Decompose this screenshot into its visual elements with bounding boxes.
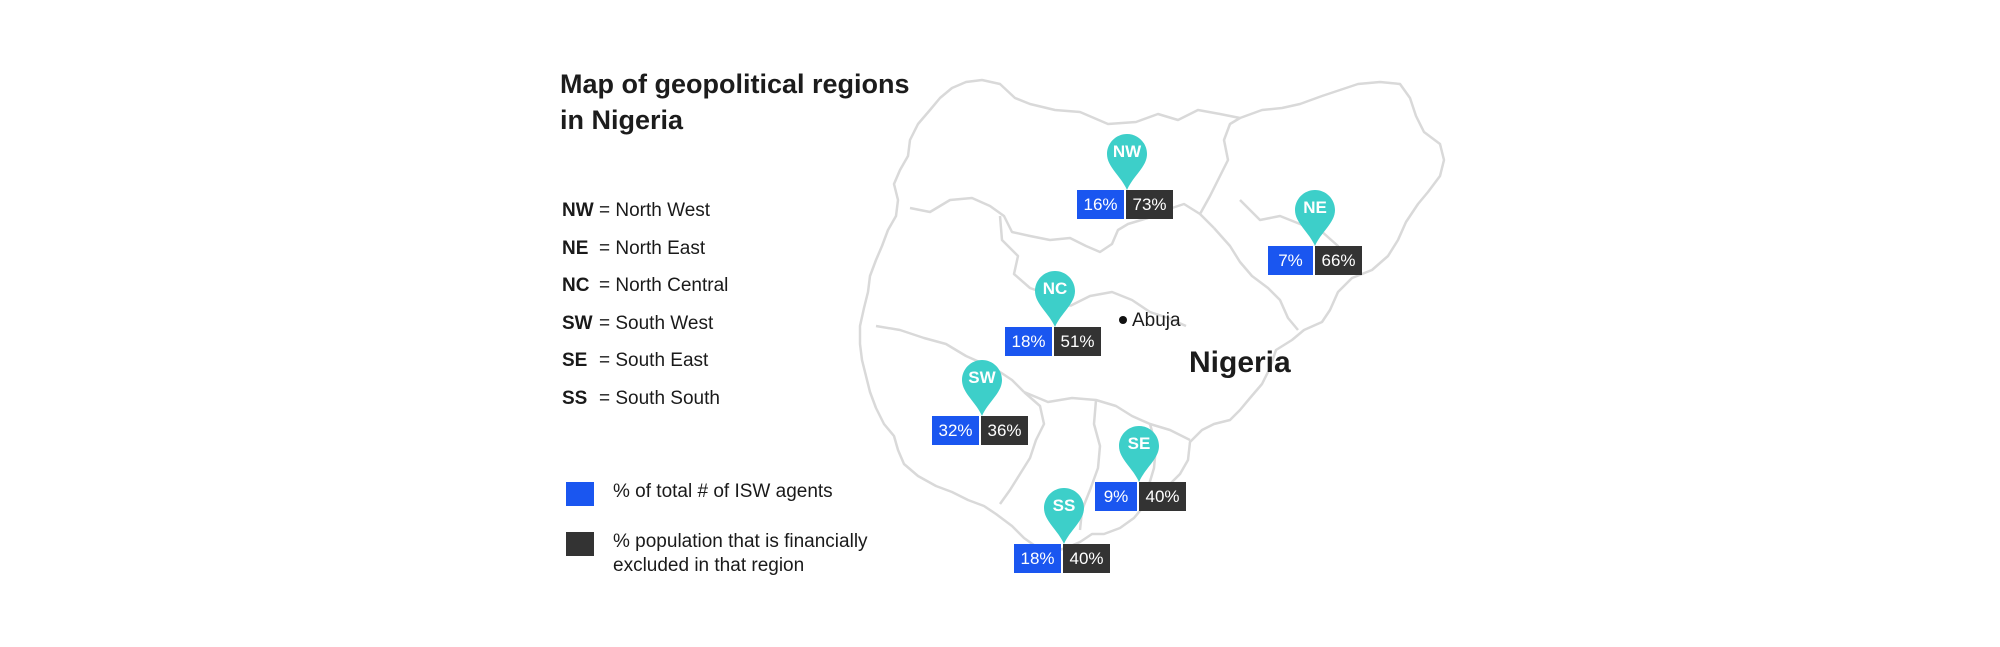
border-sw-nc	[875, 324, 1025, 393]
agents-pct-badge: 32%	[932, 416, 979, 445]
excluded-key-line-1: % population that is financially	[613, 531, 868, 552]
region-code: SW	[968, 368, 996, 387]
region-code: SS	[1052, 496, 1076, 515]
border-nc-internal	[1069, 290, 1187, 328]
legend-code: SE	[562, 350, 588, 372]
capital-marker-dot	[1119, 316, 1127, 324]
legend-desc: = South East	[599, 350, 709, 372]
country-label: Nigeria	[1189, 346, 1291, 379]
page-title: Map of geopolitical regions in Nigeria	[560, 66, 920, 138]
legend-code: NE	[562, 237, 589, 259]
title-line-2: in Nigeria	[560, 105, 684, 135]
excluded-key-line-2: excluded in that region	[613, 555, 805, 576]
region-code: NW	[1112, 142, 1142, 161]
agents-pct-badge: 9%	[1095, 482, 1137, 511]
agents-swatch	[566, 482, 594, 506]
excluded-pct-badge: 66%	[1315, 246, 1362, 275]
region-code: NE	[1303, 198, 1327, 217]
region-code: NC	[1042, 279, 1068, 298]
excluded-pct-badge: 36%	[981, 416, 1028, 445]
border-nw-ne	[1198, 116, 1241, 215]
border-nc-se	[1023, 390, 1191, 442]
map-pin-icon	[962, 360, 1002, 416]
excluded-pct-badge: 40%	[1063, 544, 1110, 573]
agents-pct-badge: 18%	[1014, 544, 1061, 573]
agents-pct-badge: 18%	[1005, 327, 1052, 356]
agents-pct-badge: 7%	[1268, 246, 1313, 275]
capital-label: Abuja	[1132, 310, 1181, 331]
map-pin-icon	[1119, 426, 1159, 482]
map-pin-icon	[1044, 488, 1084, 544]
legend-desc: = North East	[599, 237, 706, 259]
legend-code: SS	[562, 387, 588, 409]
agents-pct-badge: 16%	[1077, 190, 1124, 219]
region-code: SE	[1127, 434, 1151, 453]
country-outline	[858, 78, 1446, 554]
legend-desc: = North West	[599, 200, 711, 221]
agents-key-label: % of total # of ISW agents	[613, 481, 833, 502]
map-pin-icon	[1107, 134, 1147, 190]
legend-code: SW	[562, 312, 593, 334]
title-line-1: Map of geopolitical regions	[560, 69, 910, 99]
legend-desc: = North Central	[599, 275, 729, 297]
excluded-pct-badge: 40%	[1139, 482, 1186, 511]
map-pin-icon	[1295, 190, 1335, 246]
legend-desc: = South West	[599, 312, 714, 334]
excluded-pct-badge: 73%	[1126, 190, 1173, 219]
legend-desc: = South South	[599, 387, 720, 409]
excluded-key-label: % population that is financially exclude…	[613, 530, 933, 578]
border-sw-ss	[998, 391, 1046, 505]
excluded-swatch	[566, 532, 594, 556]
excluded-pct-badge: 51%	[1054, 327, 1101, 356]
legend-code: NC	[562, 275, 590, 297]
border-nc-ne	[1213, 227, 1299, 331]
map-pin-icon	[1035, 271, 1075, 327]
legend-code: NW	[562, 200, 594, 221]
